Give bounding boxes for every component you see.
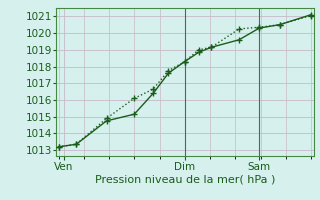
X-axis label: Pression niveau de la mer( hPa ): Pression niveau de la mer( hPa ) [95,174,275,184]
